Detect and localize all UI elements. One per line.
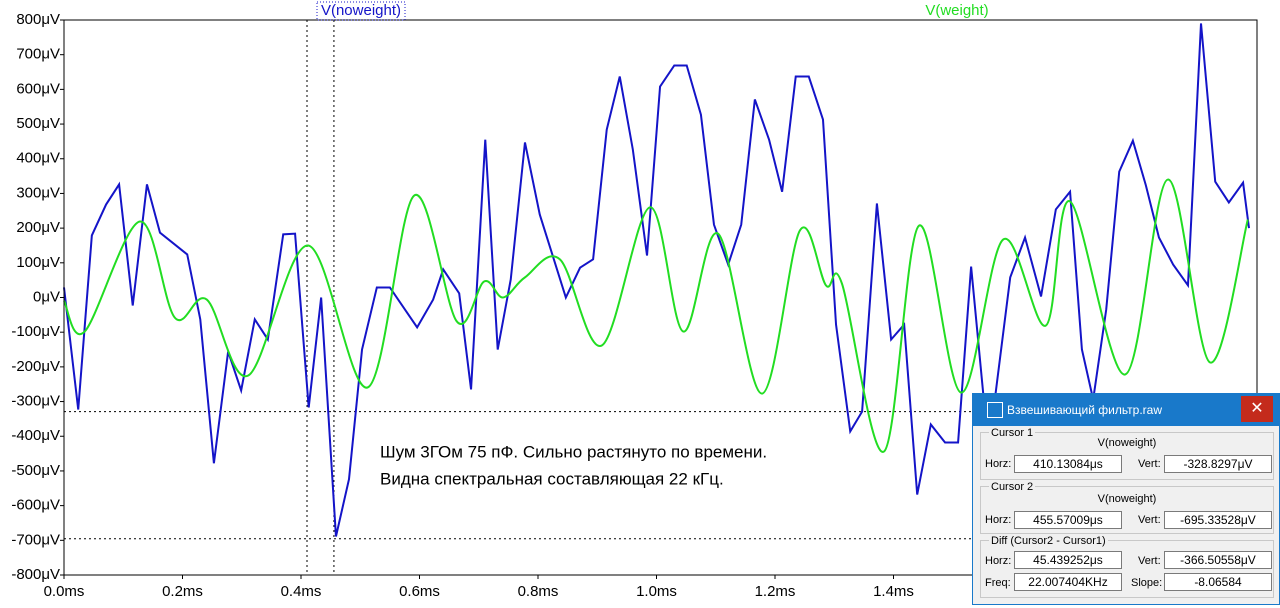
value-box: 455.57009μs (1014, 511, 1122, 529)
y-tick-label: 500μV (16, 115, 60, 132)
cursor-dialog: Взвешивающий фильтр.raw ✕ Cursor 1 V(now… (972, 393, 1280, 605)
group-label: Diff (Cursor2 - Cursor1) (989, 535, 1108, 547)
annotation: Шум 3ГОм 75 пФ. Сильно растянуто по врем… (380, 442, 767, 461)
label: Freq: (985, 577, 1011, 589)
label: Horz: (985, 555, 1012, 567)
y-tick-label: -300μV (11, 393, 60, 410)
y-tick-label: 700μV (16, 46, 60, 63)
group-label: Cursor 2 (989, 481, 1036, 493)
value-box: -328.8297μV (1164, 455, 1272, 473)
label: Vert: (1138, 458, 1161, 470)
value-box: 22.007404KHz (1014, 573, 1122, 591)
label: Horz: (985, 514, 1012, 526)
y-tick-label: -400μV (11, 427, 60, 444)
x-tick-label: 0.6ms (399, 583, 440, 600)
y-tick-label: -100μV (11, 323, 60, 340)
label: Vert: (1138, 555, 1161, 567)
y-tick-label: -500μV (11, 462, 60, 479)
group-label: Cursor 1 (989, 427, 1036, 439)
y-tick-label: 100μV (16, 254, 60, 271)
x-tick-label: 1.2ms (755, 583, 796, 600)
x-tick-label: 1.0ms (636, 583, 677, 600)
label: Slope: (1131, 577, 1163, 589)
value-box: 45.439252μs (1014, 551, 1122, 569)
x-tick-label: 0.8ms (518, 583, 559, 600)
y-tick-label: 0μV (33, 288, 60, 305)
y-tick-label: 800μV (16, 11, 60, 28)
title-bar: Взвешивающий фильтр.raw ✕ (973, 394, 1279, 426)
y-tick-label: 400μV (16, 150, 60, 167)
label: Vert: (1138, 514, 1161, 526)
value-box: -366.50558μV (1164, 551, 1272, 569)
group: Cursor 1 V(noweight) Horz: 410.13084μs V… (980, 427, 1274, 480)
y-tick-label: 200μV (16, 219, 60, 236)
trace: V(noweight) (1097, 493, 1157, 505)
trace-line (63, 23, 1250, 537)
y-tick-label: 300μV (16, 184, 60, 201)
plot-frame (63, 19, 1258, 576)
value-box: -695.33528μV (1164, 511, 1272, 529)
y-tick-label: 600μV (16, 80, 60, 97)
label: Horz: (985, 458, 1012, 470)
annotation: Видна спектральная составляющая 22 кГц. (380, 469, 724, 488)
y-tick-label: -700μV (11, 531, 60, 548)
value-box: -8.06584 (1164, 573, 1272, 591)
trace-box (316, 1, 406, 21)
x-tick-label: 0.2ms (162, 583, 203, 600)
value-box: 410.13084μs (1014, 455, 1122, 473)
close-button[interactable]: ✕ (1241, 396, 1273, 422)
y-tick-label: -600μV (11, 497, 60, 514)
trace-label[interactable]: V(noweight) (321, 2, 401, 19)
x-tick-label: 0.4ms (281, 583, 322, 600)
dialog-title: Взвешивающий фильтр.raw (1007, 403, 1163, 417)
y-tick-label: -200μV (11, 358, 60, 375)
group: Diff (Cursor2 - Cursor1) Horz: 45.439252… (980, 535, 1274, 598)
y-tick-label: -800μV (11, 566, 60, 583)
icon (987, 402, 1003, 418)
group: Cursor 2 V(noweight) Horz: 455.57009μs V… (980, 481, 1274, 534)
x-tick-label: 0.0ms (44, 583, 85, 600)
x-tick-label: 1.4ms (873, 583, 914, 600)
trace-label[interactable]: V(weight) (925, 2, 988, 19)
trace-line (63, 178, 1249, 453)
trace: V(noweight) (1097, 437, 1157, 449)
